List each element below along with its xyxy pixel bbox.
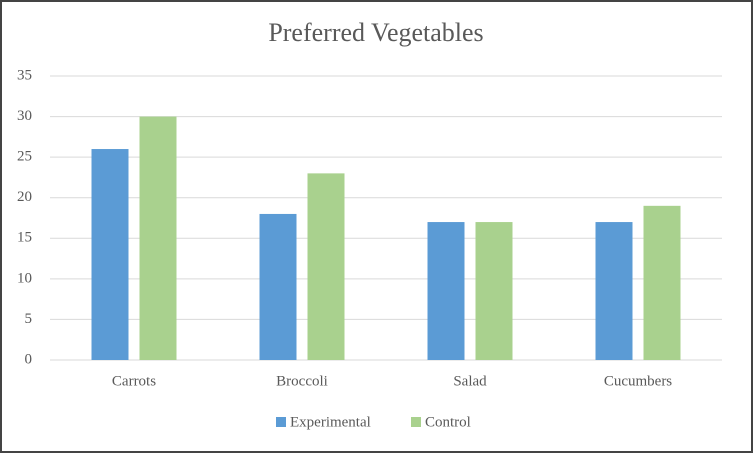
chart-title: Preferred Vegetables xyxy=(268,18,483,47)
x-tick-label: Broccoli xyxy=(276,373,328,389)
bar xyxy=(259,213,297,360)
bar xyxy=(91,149,129,360)
x-tick-label: Carrots xyxy=(112,373,156,389)
y-tick-label: 0 xyxy=(25,351,33,367)
bar xyxy=(307,173,345,360)
bar xyxy=(427,222,465,360)
y-tick-label: 5 xyxy=(25,311,33,327)
x-tick-label: Salad xyxy=(453,373,487,389)
bar xyxy=(475,222,513,360)
y-tick-label: 10 xyxy=(17,270,32,286)
x-tick-label: Cucumbers xyxy=(604,373,672,389)
y-tick-label: 20 xyxy=(17,189,32,205)
legend-swatch xyxy=(276,417,286,427)
legend-label: Control xyxy=(425,414,471,430)
y-tick-label: 35 xyxy=(17,67,32,83)
bar xyxy=(595,222,633,360)
legend-swatch xyxy=(411,417,421,427)
bar xyxy=(643,205,681,360)
bar xyxy=(139,116,177,360)
y-tick-label: 25 xyxy=(17,149,32,165)
y-tick-label: 30 xyxy=(17,108,32,124)
legend-label: Experimental xyxy=(290,414,371,430)
y-tick-label: 15 xyxy=(17,230,32,246)
